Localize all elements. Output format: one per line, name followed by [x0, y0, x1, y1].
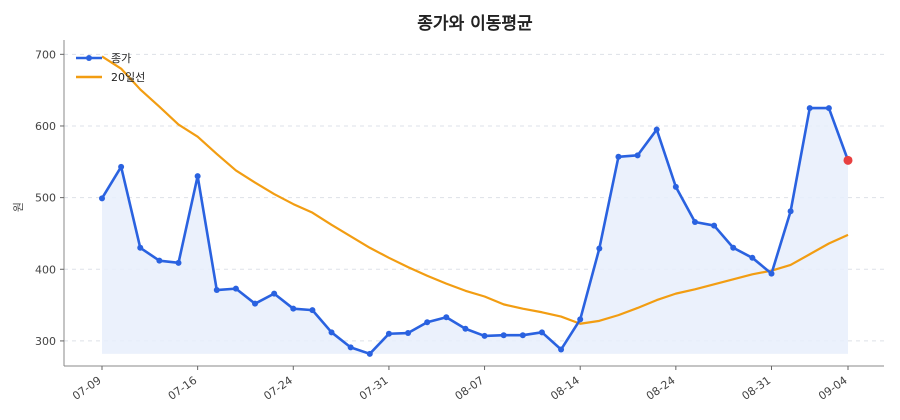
close-point: [462, 325, 469, 332]
close-point: [577, 316, 584, 323]
series-line-ma20: [101, 55, 849, 325]
y-tick-label: 500: [35, 192, 56, 205]
x-tick-label: 09-04: [816, 374, 850, 403]
close-point: [481, 332, 488, 339]
y-tick-label: 700: [35, 48, 56, 61]
x-tick-label: 07-24: [261, 374, 295, 403]
close-point: [634, 152, 641, 159]
close-point: [347, 344, 354, 351]
close-point: [194, 173, 201, 180]
close-point: [424, 319, 431, 326]
legend-label-ma20: 20일선: [111, 70, 145, 84]
close-point: [730, 244, 737, 251]
x-tick-label: 08-31: [740, 374, 774, 403]
close-point: [213, 287, 220, 294]
close-point: [290, 305, 297, 312]
close-point: [749, 254, 756, 261]
close-point: [137, 244, 144, 251]
close-point: [500, 332, 507, 339]
series: [99, 55, 853, 357]
close-point: [328, 329, 335, 336]
close-point: [309, 307, 316, 314]
close-point: [99, 195, 105, 202]
series-line-close: [100, 106, 850, 356]
y-ticks: 300 400 500 600 700: [35, 48, 64, 348]
close-point: [366, 350, 373, 357]
close-point: [519, 332, 526, 339]
x-tick-label: 07-09: [70, 374, 104, 403]
close-point: [711, 222, 718, 229]
close-point: [232, 285, 239, 292]
close-point: [271, 290, 278, 297]
close-point: [691, 218, 698, 225]
area-fill: [102, 108, 848, 354]
close-point: [825, 105, 832, 112]
y-tick-label: 400: [35, 263, 56, 276]
close-point: [558, 346, 565, 353]
close-point: [806, 105, 813, 112]
close-point: [118, 163, 125, 170]
x-tick-label: 08-24: [644, 374, 678, 403]
y-tick-label: 300: [35, 335, 56, 348]
x-tick-label: 08-14: [548, 374, 582, 403]
axes: [63, 40, 884, 367]
close-point: [768, 270, 775, 277]
legend: 종가 20일선: [76, 52, 145, 84]
close-point: [596, 245, 603, 252]
x-tick-label: 07-31: [357, 374, 391, 403]
close-point: [672, 183, 679, 190]
last-close-point: [843, 155, 853, 165]
y-tick-label: 600: [35, 120, 56, 133]
legend-label-close: 종가: [111, 52, 131, 65]
close-area-fill: [102, 108, 848, 354]
close-point: [615, 153, 622, 160]
x-tick-label: 08-07: [453, 374, 487, 403]
close-point: [385, 330, 392, 337]
close-point: [787, 208, 794, 215]
x-ticks: 07-09 07-16 07-24 07-31 08-07 08-14 08-24 08-31…: [70, 366, 850, 403]
y-axis-label: 원: [12, 202, 25, 212]
close-point: [653, 126, 660, 133]
close-point: [443, 314, 450, 321]
close-point: [405, 330, 412, 337]
close-point: [252, 300, 259, 307]
x-tick-label: 07-16: [166, 374, 200, 403]
close-point: [538, 329, 545, 336]
close-point: [175, 259, 182, 266]
legend-marker-close: [86, 55, 92, 61]
chart-title: 종가와 이동평균: [417, 14, 533, 34]
close-point: [156, 257, 163, 264]
